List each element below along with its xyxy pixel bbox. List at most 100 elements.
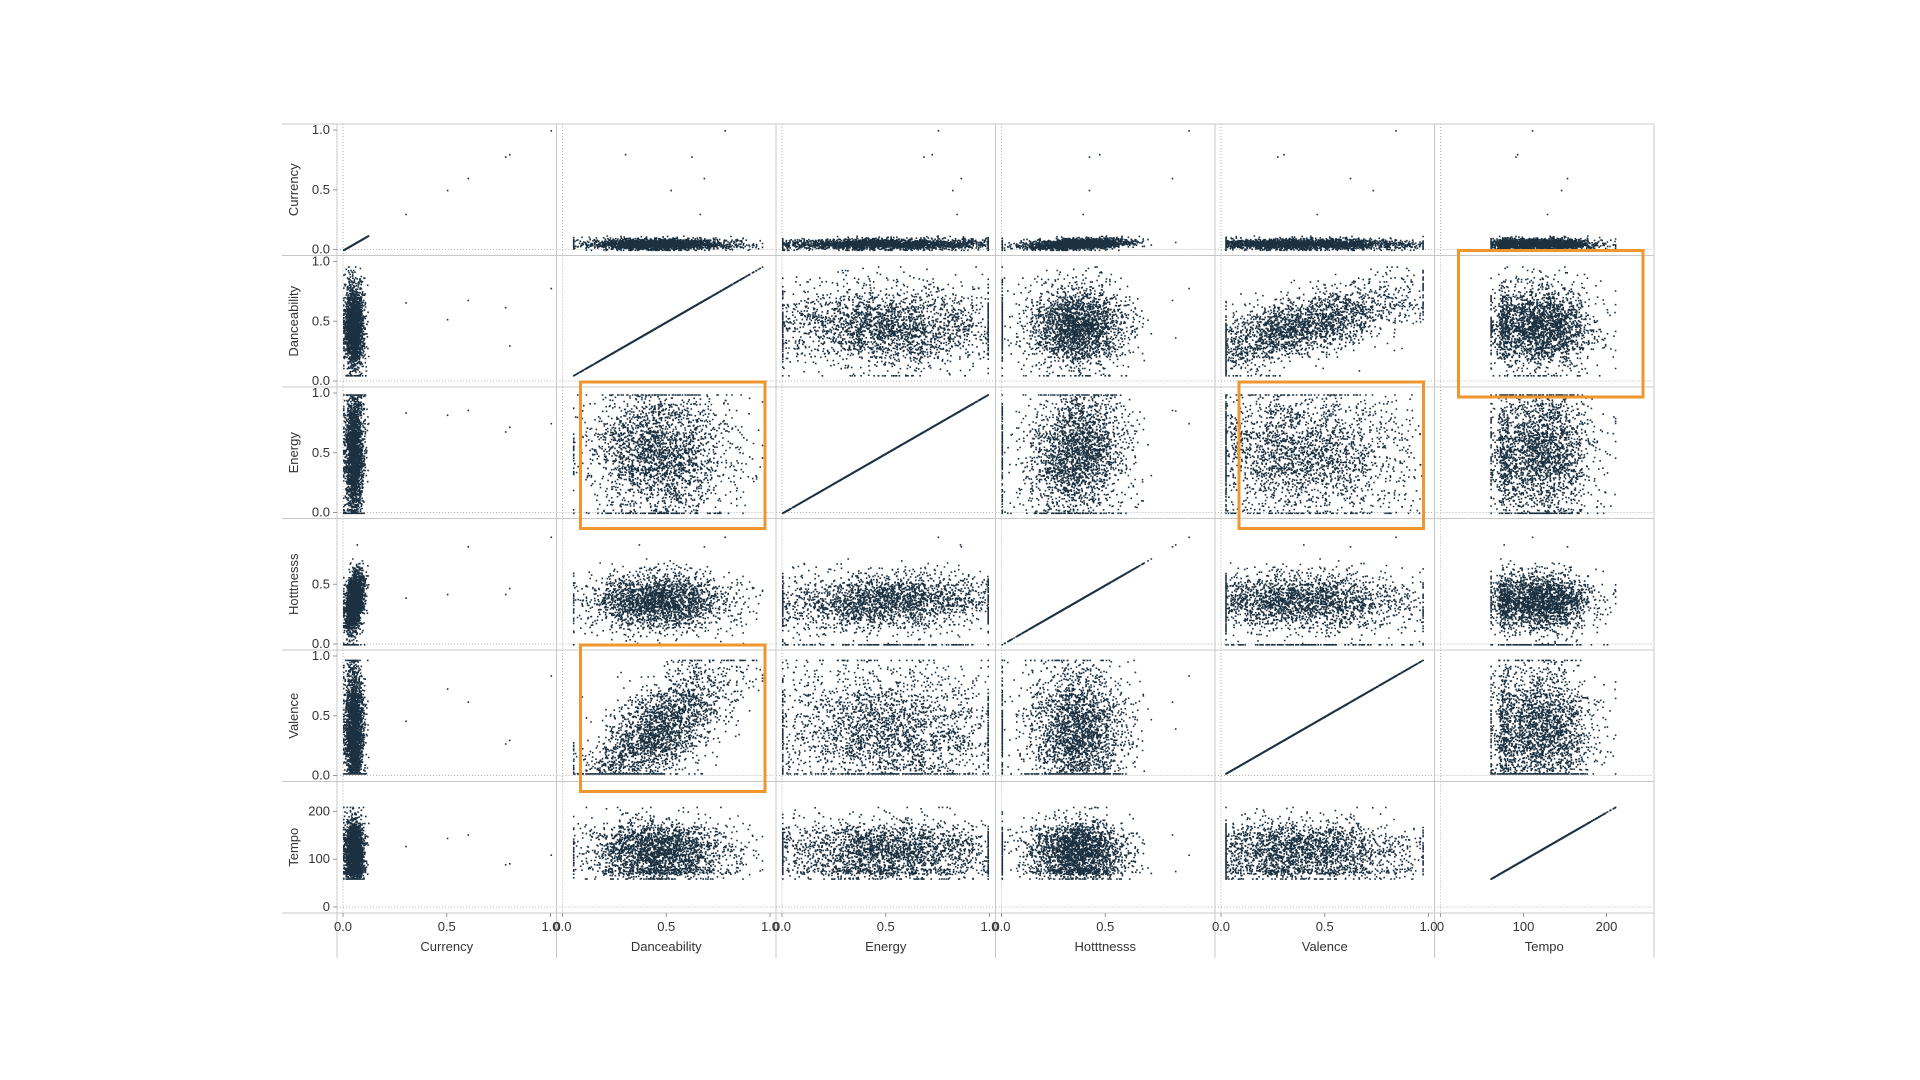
y-tick-label: 0 xyxy=(323,899,330,914)
x-tick-label: 0.0 xyxy=(334,919,352,934)
x-tick-label: 1.0 xyxy=(1419,919,1437,934)
x-tick-label: 0.5 xyxy=(657,919,675,934)
y-tick-label: 0.0 xyxy=(312,768,330,783)
panel-valence-vs-currency xyxy=(337,650,557,782)
x-tick-label: 200 xyxy=(1596,919,1618,934)
panel-hotttnesss-vs-currency xyxy=(337,518,557,650)
panel-currency-vs-energy xyxy=(776,124,996,256)
data-points xyxy=(572,659,764,775)
y-axis-title: Hotttnesss xyxy=(286,553,301,615)
data-points xyxy=(1225,536,1424,646)
data-points xyxy=(1490,806,1617,880)
panel-currency-vs-currency xyxy=(337,124,557,256)
panel-tempo-vs-energy xyxy=(776,781,996,913)
highlight-box xyxy=(579,643,767,793)
y-tick-label: 0.5 xyxy=(312,708,330,723)
y-tick-label: 0.0 xyxy=(312,373,330,388)
y-tick-label: 100 xyxy=(308,851,330,866)
data-points xyxy=(1225,266,1424,377)
panel-tempo-vs-valence xyxy=(1215,781,1435,913)
panel-hotttnesss-vs-hotttnesss xyxy=(995,518,1215,650)
data-points xyxy=(1001,659,1190,775)
data-points xyxy=(1001,806,1190,880)
panel-danceability-vs-hotttnesss xyxy=(995,255,1215,387)
panel-valence-vs-tempo xyxy=(1434,650,1654,782)
data-points xyxy=(343,806,553,880)
data-points xyxy=(1225,130,1424,252)
data-points xyxy=(1490,266,1617,377)
y-tick-label: 0.5 xyxy=(312,576,330,591)
data-points xyxy=(782,536,989,646)
panel-danceability-vs-currency xyxy=(337,255,557,387)
x-axis-title: Danceability xyxy=(631,939,702,954)
x-tick-label: 0.5 xyxy=(438,919,456,934)
data-points xyxy=(572,130,764,252)
data-points xyxy=(1225,806,1424,880)
x-tick-label: 1.0 xyxy=(761,919,779,934)
panel-danceability-vs-valence xyxy=(1215,255,1435,387)
y-tick-label: 0.0 xyxy=(312,505,330,520)
panel-currency-vs-valence xyxy=(1215,124,1435,256)
data-points xyxy=(782,394,989,515)
x-tick-label: 0.5 xyxy=(877,919,895,934)
panel-tempo-vs-hotttnesss xyxy=(995,781,1215,913)
x-tick-label: 0.5 xyxy=(1096,919,1114,934)
y-axis-title: Tempo xyxy=(286,828,301,867)
x-tick-label: 100 xyxy=(1513,919,1535,934)
panel-hotttnesss-vs-tempo xyxy=(1434,518,1654,650)
y-tick-label: 0.0 xyxy=(312,636,330,651)
data-points xyxy=(1490,536,1617,646)
y-tick-label: 1.0 xyxy=(312,648,330,663)
data-points xyxy=(1225,659,1424,775)
x-tick-label: 0.0 xyxy=(553,919,571,934)
panel-energy-vs-tempo xyxy=(1434,387,1654,519)
x-tick-label: 1.0 xyxy=(980,919,998,934)
panel-tempo-vs-danceability xyxy=(556,781,776,913)
data-points xyxy=(1225,394,1424,515)
y-tick-label: 1.0 xyxy=(312,254,330,269)
highlight-box xyxy=(579,380,767,530)
panel-danceability-vs-energy xyxy=(776,255,996,387)
data-points xyxy=(343,394,553,515)
x-tick-label: 0 xyxy=(1437,919,1444,934)
panel-tempo-vs-tempo xyxy=(1434,781,1654,913)
panel-currency-vs-tempo xyxy=(1434,124,1654,256)
panel-energy-vs-hotttnesss xyxy=(995,387,1215,519)
panel-hotttnesss-vs-danceability xyxy=(556,518,776,650)
panel-valence-vs-danceability xyxy=(556,650,776,782)
data-points xyxy=(1001,266,1190,377)
x-axis-title: Energy xyxy=(865,939,907,954)
x-axis-title: Valence xyxy=(1302,939,1348,954)
data-points xyxy=(343,536,553,646)
y-tick-label: 1.0 xyxy=(312,385,330,400)
panel-valence-vs-valence xyxy=(1215,650,1435,782)
data-points xyxy=(343,659,553,775)
highlight-box xyxy=(1237,380,1425,530)
data-points xyxy=(1490,659,1617,775)
x-axis-title: Tempo xyxy=(1525,939,1564,954)
panel-energy-vs-currency xyxy=(337,387,557,519)
panel-danceability-vs-danceability xyxy=(556,255,776,387)
panel-energy-vs-valence xyxy=(1215,387,1435,519)
highlight-box xyxy=(1457,249,1645,399)
y-tick-label: 0.5 xyxy=(312,313,330,328)
data-points xyxy=(1490,130,1617,252)
data-points xyxy=(343,266,553,377)
data-points xyxy=(782,266,989,377)
data-points xyxy=(572,394,764,515)
y-axis-title: Valence xyxy=(286,693,301,739)
panel-hotttnesss-vs-energy xyxy=(776,518,996,650)
data-points xyxy=(1001,536,1190,646)
y-tick-label: 0.0 xyxy=(312,242,330,257)
panel-currency-vs-danceability xyxy=(556,124,776,256)
data-points xyxy=(343,130,553,252)
data-points xyxy=(572,806,764,880)
panel-energy-vs-danceability xyxy=(556,387,776,519)
x-tick-label: 0.5 xyxy=(1316,919,1334,934)
y-axis-title: Danceability xyxy=(286,285,301,356)
panel-danceability-vs-tempo xyxy=(1434,255,1654,387)
data-points xyxy=(572,266,764,377)
x-tick-label: 0.0 xyxy=(992,919,1010,934)
data-points xyxy=(1001,130,1190,252)
